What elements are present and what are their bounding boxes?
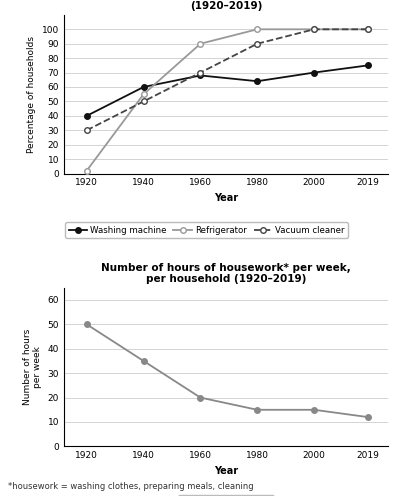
Title: Percentage of households with electrical appliances
(1920–2019): Percentage of households with electrical… — [72, 0, 380, 11]
X-axis label: Year: Year — [214, 193, 238, 203]
Text: *housework = washing clothes, preparing meals, cleaning: *housework = washing clothes, preparing … — [8, 482, 254, 491]
Legend: Washing machine, Refrigerator, Vacuum cleaner: Washing machine, Refrigerator, Vacuum cl… — [65, 222, 348, 238]
Legend: Hours per week: Hours per week — [178, 495, 274, 496]
Title: Number of hours of housework* per week,
per household (1920–2019): Number of hours of housework* per week, … — [101, 262, 351, 284]
X-axis label: Year: Year — [214, 466, 238, 476]
Y-axis label: Percentage of households: Percentage of households — [27, 36, 36, 153]
Y-axis label: Number of hours
per week: Number of hours per week — [23, 329, 42, 405]
